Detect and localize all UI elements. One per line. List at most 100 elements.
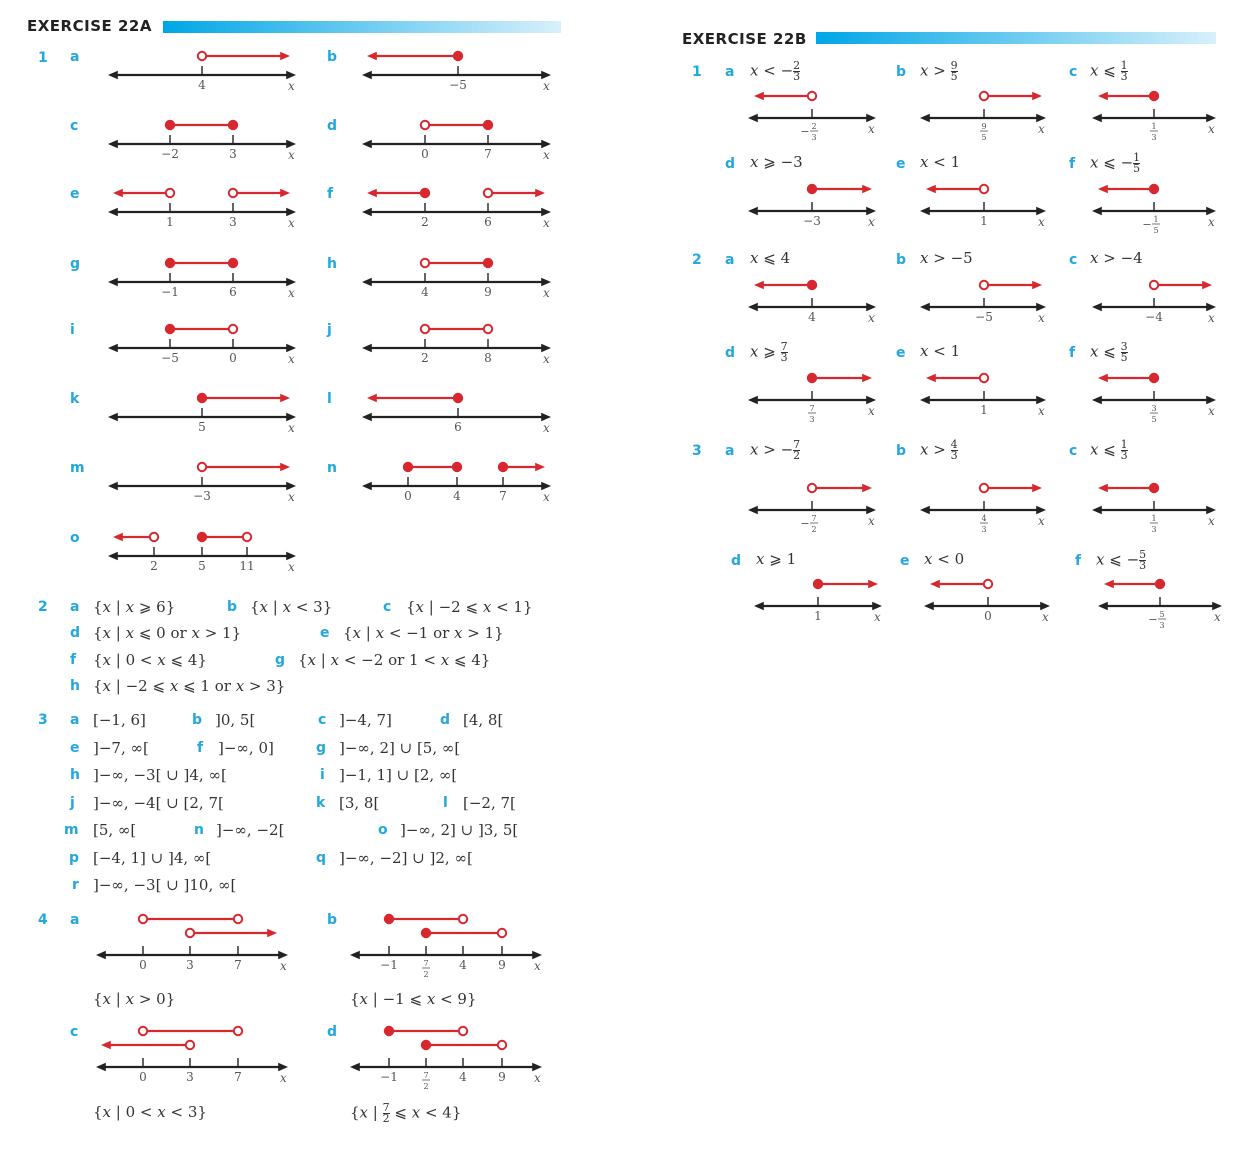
q4-a-axis-right-arrow [278, 950, 288, 960]
b7-b-axis-label: x [1038, 311, 1045, 325]
q2-b-label: b [227, 599, 238, 615]
q1-e-dot-0 [164, 187, 176, 199]
b7-b-label: b [896, 252, 907, 268]
q1-d-axis-left-arrow [362, 139, 372, 149]
q1-g-axis-right-arrow [286, 277, 296, 287]
b4-e-label: e [896, 156, 906, 172]
q4-b-3-tick-label: 9 [498, 958, 506, 972]
q1-n-axis-left-arrow [362, 481, 372, 491]
q1-f-axis-right-arrow [541, 207, 551, 217]
b13-b-axis-right-arrow [1036, 505, 1046, 515]
b4-e-inequality: x < 1 [920, 153, 961, 171]
b8-c-t-tick-label: −4 [1145, 310, 1163, 324]
q4-a-axis-label: x [280, 959, 287, 973]
b2-c-ray-head [1098, 91, 1108, 101]
q1-n-1-tick-label: 4 [453, 489, 461, 503]
q1-f-0-tick-label: 2 [421, 215, 429, 229]
q2-g-text: {x | x < −2 or 1 < x ⩽ 4} [298, 651, 491, 669]
q4-c-d3 [184, 1039, 196, 1051]
svg-text:5: 5 [1153, 226, 1158, 235]
q1-d-axis-right-arrow [541, 139, 551, 149]
q1-e-axis-left-arrow [108, 207, 118, 217]
exercise-22b-title: EXERCISE 22B [682, 30, 807, 48]
b13-b-ray-head [1032, 483, 1042, 493]
q4-a-ray-head [267, 928, 277, 938]
q1-c-axis-left-arrow [108, 139, 118, 149]
q1-l-dot-0 [452, 392, 464, 404]
q1-e-axis-label: x [288, 216, 295, 230]
q1-k-0-tick-label: 5 [198, 420, 206, 434]
q4-d-0-tick-label: −1 [380, 1070, 398, 1084]
b9-d-axis-right-arrow [866, 395, 876, 405]
q3-i-label: i [320, 767, 325, 783]
q1-n-axis-right-arrow [541, 481, 551, 491]
q3-q-text: ]−∞, −2] ∪ ]2, ∞[ [339, 849, 473, 867]
b13-b-dot [978, 482, 990, 494]
q3-h-text: ]−∞, −3[ ∪ ]4, ∞[ [93, 766, 227, 784]
q4-b-axis-right-arrow [532, 950, 542, 960]
q4-d-3-tick-label: 9 [498, 1070, 506, 1084]
q3-l-text: [−2, 7[ [463, 794, 516, 812]
b16-e-axis-left-arrow [924, 601, 934, 611]
svg-text:4: 4 [981, 514, 986, 523]
svg-text:1: 1 [1151, 514, 1156, 523]
b3-d-ray-head [862, 184, 872, 194]
q1-m-ray-0-head [280, 462, 290, 472]
b12-a-inequality: x > −7 2 [750, 438, 801, 462]
ex22a-q2-number: 2 [38, 599, 48, 615]
q1-g-axis-left-arrow [108, 277, 118, 287]
q1-e-1-tick-label: 3 [229, 215, 237, 229]
svg-text:7: 7 [423, 1071, 428, 1080]
q1-f-axis-label: x [543, 216, 550, 230]
q1-f-ray-0-head [367, 188, 377, 198]
b13-b-axis-left-arrow [920, 505, 930, 515]
q3-f-label: f [197, 740, 204, 756]
b15-d-label: d [731, 553, 742, 569]
q1-part-label-n: n [327, 460, 337, 476]
q4-c-axis-label: x [280, 1071, 287, 1085]
q4-a-2-tick-label: 7 [234, 958, 242, 972]
q1-h-0-tick-label: 4 [421, 285, 429, 299]
b2-c-label: c [1069, 64, 1078, 80]
b15-d-t-tick-label: 1 [814, 609, 822, 623]
q1-n-ray-1-head [535, 462, 545, 472]
b1-b-t-tick-label: 95 [980, 122, 988, 142]
q2-d-text: {x | x ⩽ 0 or x > 1} [93, 624, 242, 642]
q3-e-label: e [70, 740, 80, 756]
q1-g-dot-0b [227, 257, 239, 269]
q1-o-1-tick-label: 5 [198, 559, 206, 573]
q4-a-d1 [137, 913, 149, 925]
q1-m-axis-label: x [288, 490, 295, 504]
svg-text:2: 2 [423, 970, 428, 979]
q1-o-2-tick-label: 11 [239, 559, 254, 573]
b16-e-axis-right-arrow [1040, 601, 1050, 611]
b3-d-dot [806, 183, 818, 195]
b1-b-axis-left-arrow [920, 113, 930, 123]
q2-b-text: {x | x < 3} [250, 598, 333, 616]
q2-g-label: g [275, 652, 286, 668]
q4-d-d3 [420, 1039, 432, 1051]
ex22a-q1-number-lines: x 4 x −5 x −2 3 x 0 7 x 1 3 x 2 6 x −1 6 x 4 9 x −5 0 x 2 8 x 5 x 6 x −3 x… [108, 50, 551, 574]
b3-d-axis-left-arrow [748, 206, 758, 216]
q3-a-label: a [70, 712, 80, 728]
b11-f-axis-right-arrow [1206, 395, 1216, 405]
b10-e-ray-head [926, 373, 936, 383]
b11-f-axis-label: x [1208, 404, 1215, 418]
q1-e-dot-1 [227, 187, 239, 199]
svg-text:3: 3 [1151, 525, 1156, 534]
svg-text:3: 3 [811, 133, 816, 142]
q4-c-label: c [70, 1024, 79, 1040]
b9-d-axis-label: x [868, 404, 875, 418]
b14-c-axis-left-arrow [1092, 505, 1102, 515]
q1-b-axis-label: x [543, 79, 550, 93]
q1-o-0-tick-label: 2 [150, 559, 158, 573]
b11-f-label: f [1069, 345, 1076, 361]
b16-e-t-tick-label: 0 [984, 609, 992, 623]
q3-d-label: d [440, 712, 451, 728]
b10-e-inequality: x < 1 [920, 342, 961, 360]
q1-n-2-tick-label: 7 [499, 489, 507, 503]
q4-b-answer: {x | −1 ⩽ x < 9} [350, 990, 477, 1008]
